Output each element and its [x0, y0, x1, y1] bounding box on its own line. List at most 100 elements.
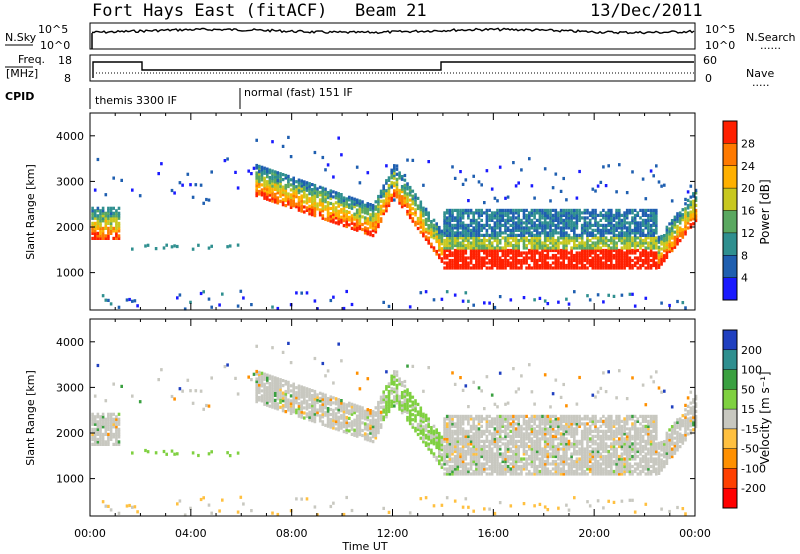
power-cell — [419, 205, 423, 209]
velocity-cell — [411, 408, 415, 412]
velocity-cell — [498, 424, 502, 428]
velocity-cell — [485, 467, 489, 471]
power-cell — [512, 236, 515, 240]
power-cell — [596, 236, 600, 240]
power-cell — [366, 232, 370, 236]
power-cell — [427, 216, 430, 220]
power-cell — [641, 258, 645, 263]
velocity-cell — [541, 414, 544, 418]
velocity-cell — [522, 417, 526, 421]
power-cell — [586, 238, 589, 243]
velocity-cell — [379, 401, 383, 405]
power-cell — [107, 219, 110, 223]
power-cell — [382, 194, 385, 198]
power-cell — [673, 225, 677, 229]
power-cell — [91, 224, 94, 228]
power-cell — [363, 206, 367, 210]
velocity-cell — [91, 417, 94, 421]
power-cell — [610, 241, 613, 245]
nsearch-label: N.Search — [746, 31, 796, 44]
velocity-cell — [363, 412, 367, 416]
velocity-cell — [472, 452, 475, 456]
power-cell — [620, 226, 624, 230]
power-cell — [250, 303, 253, 307]
velocity-cell — [543, 422, 547, 426]
power-cell — [477, 248, 481, 253]
power-cell — [633, 256, 637, 260]
velocity-cell — [522, 444, 526, 449]
power-cell — [390, 183, 393, 187]
velocity-cell — [332, 423, 335, 428]
power-cell — [639, 256, 642, 260]
power-cell — [424, 220, 428, 224]
power-cell — [475, 238, 478, 243]
velocity-cell — [342, 420, 346, 424]
power-cell — [464, 238, 468, 243]
velocity-cell — [461, 427, 465, 431]
velocity-cell — [255, 387, 258, 391]
power-cell — [583, 223, 587, 227]
velocity-cell — [546, 427, 550, 431]
velocity-cell — [459, 424, 462, 428]
power-cell — [543, 213, 547, 217]
power-cell — [398, 191, 401, 195]
velocity-cell — [91, 437, 94, 441]
velocity-cell — [445, 444, 449, 449]
velocity-cell — [395, 378, 399, 382]
velocity-cell — [263, 375, 266, 379]
velocity-cell — [438, 454, 441, 458]
power-cell — [644, 261, 648, 265]
power-cell — [295, 205, 298, 209]
velocity-cell — [565, 449, 568, 454]
power-cell — [461, 211, 465, 215]
power-cell — [557, 258, 560, 263]
power-cell — [115, 214, 118, 218]
velocity-cell — [559, 447, 563, 451]
power-cell — [684, 212, 687, 216]
velocity-cell — [342, 512, 346, 517]
velocity-cell — [263, 395, 266, 399]
power-cell — [559, 251, 563, 255]
velocity-cell — [255, 385, 258, 389]
power-cell — [374, 222, 378, 226]
power-cell — [559, 189, 563, 193]
power-cell — [665, 245, 669, 249]
velocity-cell — [557, 469, 560, 474]
power-cell — [546, 243, 550, 248]
power-cell — [91, 214, 94, 218]
velocity-cell — [385, 412, 388, 416]
power-cell — [289, 188, 293, 192]
power-cell — [509, 231, 513, 235]
power-cell — [477, 226, 481, 230]
power-cell — [549, 211, 552, 215]
velocity-cell — [451, 452, 454, 456]
velocity-cell — [353, 431, 356, 435]
power-cell — [467, 233, 470, 237]
power-cell — [334, 191, 338, 195]
power-cell — [377, 202, 380, 206]
power-cell — [303, 192, 306, 196]
power-cell — [408, 190, 412, 195]
power-cell — [549, 263, 552, 268]
velocity-cell — [387, 407, 391, 411]
power-cell — [435, 224, 438, 228]
power-cell — [260, 175, 264, 179]
power-cell — [355, 198, 359, 202]
velocity-cell — [480, 429, 483, 433]
power-cell — [297, 196, 301, 200]
velocity-cell — [445, 417, 449, 421]
velocity-cell — [538, 429, 542, 433]
power-cell — [490, 258, 494, 263]
power-cell — [615, 223, 618, 227]
velocity-cell — [517, 424, 520, 428]
power-cell — [567, 226, 571, 230]
power-cell — [578, 256, 581, 260]
velocity-cell — [260, 379, 264, 383]
power-cell — [504, 261, 507, 265]
power-cell — [313, 196, 317, 200]
power-cell — [567, 263, 571, 268]
power-cell — [318, 203, 322, 207]
velocity-cell — [567, 472, 571, 476]
power-cell — [591, 211, 595, 215]
power-cell — [588, 248, 592, 253]
